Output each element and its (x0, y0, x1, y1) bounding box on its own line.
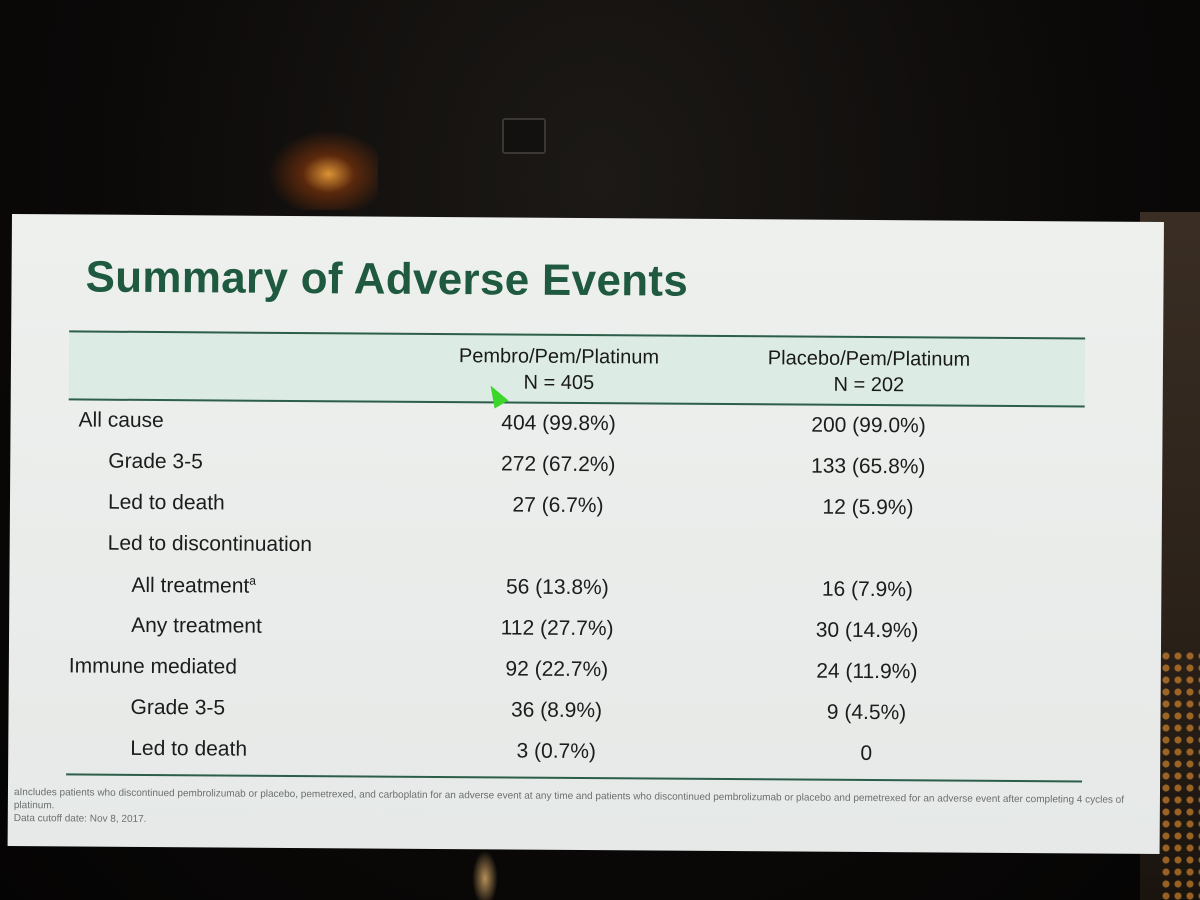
value-placebo: 30 (14.9%) (815, 618, 919, 643)
podium-light (470, 846, 500, 900)
row-label: All cause (78, 408, 164, 433)
footnote: aIncludes patients who discontinued pemb… (14, 786, 1134, 833)
value-pembro: 92 (22.7%) (505, 657, 609, 682)
value-pembro: 3 (0.7%) (516, 739, 597, 764)
table-row: Led to death 27 (6.7%) 12 (5.9%) (68, 482, 1084, 530)
value-pembro: 272 (67.2%) (500, 452, 616, 477)
projected-slide: Summary of Adverse Events Pembro/Pem/Pla… (7, 214, 1164, 855)
column-n: N = 405 (523, 371, 595, 395)
row-label: Led to discontinuation (107, 531, 313, 557)
footnote-marker: a (249, 573, 257, 588)
column-header-placebo: Placebo/Pem/Platinum N = 202 (719, 345, 1019, 399)
table-row: Led to discontinuation (68, 523, 1084, 571)
led-dots (1160, 650, 1200, 900)
stage-light (268, 130, 378, 210)
row-label: Grade 3-5 (108, 449, 203, 474)
value-pembro: 27 (6.7%) (512, 493, 604, 518)
table-row: Grade 3-5 272 (67.2%) 133 (65.8%) (68, 441, 1084, 489)
value-pembro: 36 (8.9%) (510, 698, 603, 723)
value-pembro: 56 (13.8%) (505, 575, 609, 600)
table-row: Any treatment 112 (27.7%) 30 (14.9%) (67, 605, 1083, 653)
value-pembro (408, 534, 708, 536)
table-row: Led to death 3 (0.7%) 0 (66, 728, 1082, 776)
adverse-events-table: Pembro/Pem/Platinum N = 405 Placebo/Pem/… (66, 330, 1086, 783)
value-placebo (718, 536, 1018, 538)
value-pembro: 112 (27.7%) (500, 616, 614, 641)
row-label: Grade 3-5 (130, 695, 226, 720)
slide-title: Summary of Adverse Events (85, 252, 689, 306)
value-placebo: 24 (11.9%) (816, 659, 918, 684)
row-label-text: All treatment (131, 573, 250, 598)
row-label: Immune mediated (68, 654, 238, 679)
table-row: Grade 3-5 36 (8.9%) 9 (4.5%) (66, 687, 1082, 735)
value-placebo: 200 (99.0%) (811, 413, 926, 438)
value-placebo: 0 (860, 741, 873, 766)
table-row: All cause 404 (99.8%) 200 (99.0%) (68, 400, 1084, 448)
row-label: Led to death (130, 736, 248, 761)
ceiling-device (502, 118, 546, 154)
column-n: N = 202 (833, 373, 905, 397)
table-row: All treatmenta 56 (13.8%) 16 (7.9%) (67, 564, 1083, 612)
value-placebo: 12 (5.9%) (822, 495, 914, 520)
value-placebo: 133 (65.8%) (810, 454, 926, 479)
column-name: Pembro/Pem/Platinum (458, 345, 660, 369)
column-header-pembro: Pembro/Pem/Platinum N = 405 (409, 343, 709, 397)
value-placebo: 9 (4.5%) (826, 700, 907, 725)
table-row: Immune mediated 92 (22.7%) 24 (11.9%) (67, 646, 1083, 694)
value-pembro: 404 (99.8%) (501, 411, 616, 436)
row-label: All treatmenta (131, 573, 256, 599)
value-placebo: 16 (7.9%) (821, 577, 913, 602)
row-label: Led to death (107, 490, 225, 515)
row-label: Any treatment (131, 613, 262, 638)
column-name: Placebo/Pem/Platinum (767, 347, 971, 371)
table-header: Pembro/Pem/Platinum N = 405 Placebo/Pem/… (68, 330, 1086, 408)
